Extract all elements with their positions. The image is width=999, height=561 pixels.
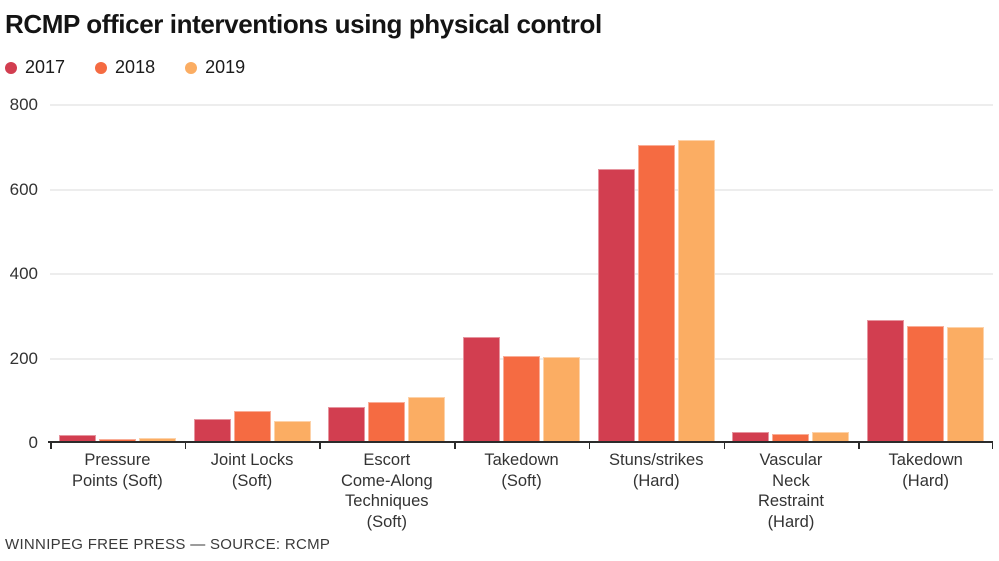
axis-tick [454, 443, 456, 449]
legend-label: 2019 [205, 57, 246, 77]
bar-groups [50, 105, 993, 443]
bar-2017 [193, 418, 231, 443]
bar-2019 [273, 420, 311, 443]
x-tick-label: Joint Locks (Soft) [210, 451, 294, 490]
axis-tick [50, 443, 52, 449]
bar-2018 [907, 326, 945, 443]
x-tick-label: Escort Come-Along Techniques (Soft) [340, 451, 433, 531]
x-tick-label: Takedown (Hard) [888, 451, 963, 490]
gridline [50, 188, 993, 191]
axis-tick [588, 443, 591, 449]
x-tick-label: Stuns/strikes (Hard) [609, 451, 704, 490]
gridline [50, 104, 993, 106]
chart-title: RCMP officer interventions using physica… [5, 9, 602, 39]
bar-2019 [677, 140, 715, 443]
bar-2019 [812, 432, 850, 443]
bar-2018 [233, 410, 271, 443]
y-tick-label: 0 [28, 433, 38, 452]
legend: 2017 2018 2019 [5, 57, 245, 78]
bar-2019 [947, 327, 985, 443]
bar-2017 [732, 432, 770, 443]
bar-group [185, 105, 320, 443]
legend-item-2019: 2019 [185, 57, 245, 78]
bar-2018 [368, 401, 406, 443]
axis-tick [991, 443, 993, 449]
legend-dot-icon [95, 61, 108, 74]
bar-group [454, 105, 589, 443]
source-credit: WINNIPEG FREE PRESS — SOURCE: RCMP [5, 536, 331, 553]
legend-label: 2018 [115, 57, 156, 77]
y-axis: 0 200 400 600 800 [0, 95, 40, 452]
bar-2017 [58, 434, 96, 443]
y-tick-label: 800 [9, 95, 38, 114]
axis-tick [184, 443, 187, 449]
bar-2018 [772, 434, 810, 443]
x-tick-label: Vascular Neck Restraint (Hard) [757, 451, 824, 531]
bar-2018 [98, 438, 136, 443]
legend-label: 2017 [25, 57, 66, 77]
y-tick-label: 400 [9, 264, 38, 283]
bar-2019 [138, 437, 176, 443]
x-tick-label: Pressure Points (Soft) [71, 451, 163, 490]
bar-2018 [503, 355, 541, 443]
y-tick-label: 200 [9, 348, 38, 368]
bar-group [319, 105, 454, 443]
x-tick-label: Takedown (Soft) [484, 451, 559, 490]
bar-2019 [543, 356, 581, 443]
legend-dot-icon [5, 61, 17, 74]
legend-dot-icon [185, 61, 198, 74]
bar-2017 [867, 320, 905, 443]
axis-tick [723, 443, 726, 449]
axis-tick [319, 443, 321, 449]
plot-area [48, 104, 993, 449]
legend-item-2018: 2018 [95, 57, 155, 78]
bar-2017 [328, 407, 366, 443]
bar-2018 [637, 144, 675, 443]
gridline [50, 273, 993, 275]
x-axis-labels: Pressure Points (Soft) Joint Locks (Soft) Es… [50, 450, 993, 533]
bar-2017 [463, 337, 501, 443]
axis-tick [858, 443, 860, 449]
bar-group [724, 105, 859, 443]
bar-group [50, 105, 185, 443]
legend-item-2017: 2017 [5, 57, 65, 78]
y-tick-label: 600 [9, 179, 38, 199]
bar-group [858, 105, 993, 443]
bar-group [589, 105, 724, 443]
x-axis-line [48, 441, 993, 443]
bar-2017 [597, 169, 635, 443]
bar-2019 [408, 396, 446, 443]
